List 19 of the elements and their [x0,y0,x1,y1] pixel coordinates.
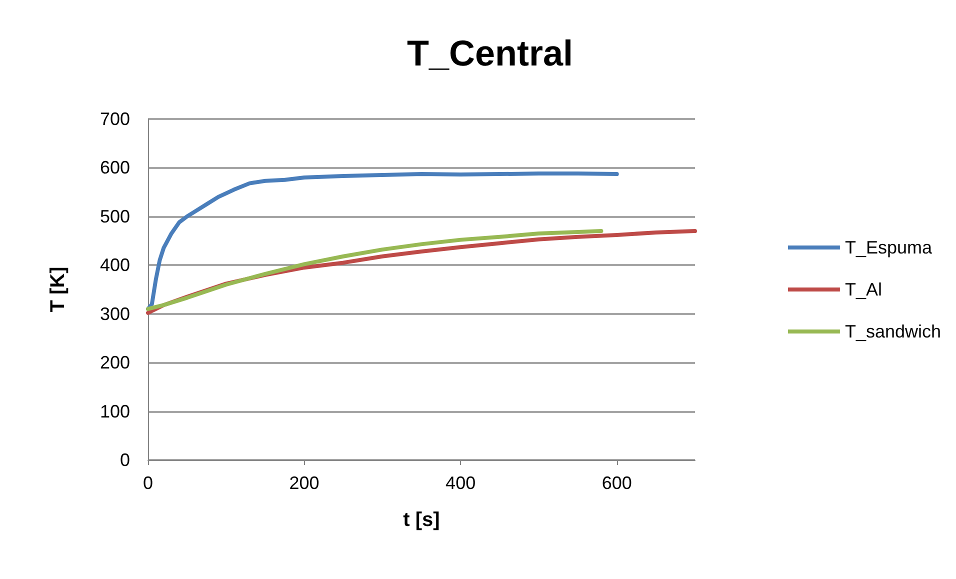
legend-label: T_Espuma [844,238,933,258]
x-tick-label: 600 [602,473,632,493]
y-tick-label: 700 [100,109,130,129]
y-tick-label: 500 [100,206,130,226]
y-tick-label: 600 [100,158,130,178]
y-tick-label: 100 [100,401,130,422]
y-tick-label: 400 [100,255,130,276]
y-tick-label: 300 [100,304,130,324]
y-tick-label: 200 [100,352,130,373]
y-axis-title: T [K] [47,266,69,312]
x-tick-label: 200 [289,473,320,493]
legend-label: T_sandwich [844,322,941,342]
x-tick-label: 400 [446,473,476,493]
line-series [146,229,604,311]
x-tick-label: 0 [142,473,154,493]
chart-title: T_Central [406,32,574,74]
legend-label: T_Al [844,280,882,300]
x-axis-title: t [s] [403,509,440,531]
y-tick-label: 0 [120,450,130,470]
